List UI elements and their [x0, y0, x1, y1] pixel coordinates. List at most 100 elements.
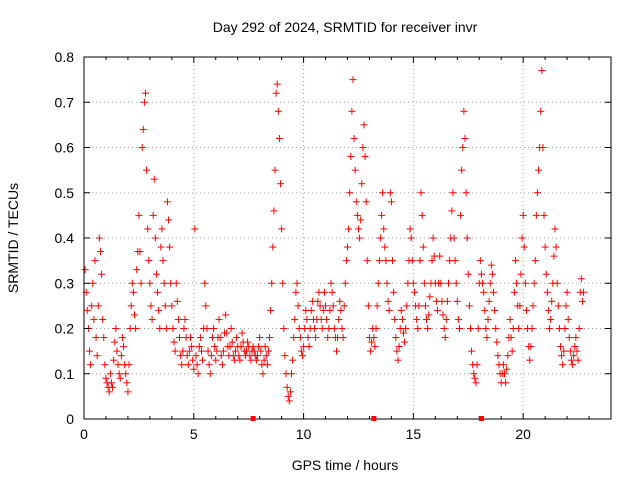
- data-point: [556, 343, 564, 351]
- data-point: [350, 134, 358, 142]
- data-point: [191, 225, 199, 233]
- data-point: [535, 166, 543, 174]
- data-point: [344, 243, 351, 251]
- data-point: [115, 370, 123, 378]
- data-point: [297, 347, 305, 355]
- data-point: [570, 352, 578, 360]
- data-point: [459, 144, 467, 151]
- data-point: [176, 334, 184, 342]
- data-point: [517, 270, 525, 278]
- data-point: [543, 288, 551, 296]
- data-point: [379, 189, 387, 197]
- data-point: [417, 189, 425, 197]
- data-point: [561, 325, 569, 332]
- data-point: [88, 302, 96, 310]
- data-point: [393, 347, 401, 355]
- data-point: [237, 343, 245, 351]
- data-point: [141, 89, 149, 97]
- data-point: [166, 243, 174, 251]
- data-point: [499, 361, 507, 369]
- data-point: [303, 315, 311, 323]
- data-point: [110, 356, 118, 364]
- x-tick-label: 15: [406, 426, 422, 442]
- data-point: [261, 343, 269, 351]
- data-point: [370, 334, 378, 342]
- data-point: [359, 144, 367, 151]
- data-point: [348, 107, 356, 115]
- data-point: [127, 302, 135, 310]
- data-point: [260, 356, 268, 364]
- data-point: [391, 315, 399, 323]
- data-point: [488, 270, 496, 278]
- data-point: [323, 315, 331, 323]
- data-point: [89, 279, 97, 287]
- data-point: [147, 302, 155, 310]
- data-point: [116, 374, 124, 382]
- data-point: [458, 166, 466, 174]
- data-point: [578, 297, 586, 305]
- data-point: [461, 134, 469, 142]
- data-point: [219, 347, 227, 355]
- data-point: [124, 388, 132, 396]
- data-point: [460, 107, 468, 115]
- data-point: [339, 334, 347, 342]
- data-point: [371, 343, 379, 351]
- data-point: [476, 257, 484, 265]
- data-point: [151, 234, 159, 242]
- data-point: [114, 361, 122, 369]
- data-point: [468, 347, 476, 355]
- data-point: [349, 76, 357, 84]
- data-point: [123, 379, 131, 387]
- data-point: [174, 315, 182, 323]
- data-point: [560, 347, 568, 355]
- data-point: [314, 297, 322, 305]
- data-point: [213, 347, 221, 355]
- data-point: [546, 325, 554, 332]
- data-point: [255, 343, 263, 351]
- data-point: [102, 374, 110, 382]
- data-point: [215, 315, 223, 323]
- data-point: [201, 279, 209, 287]
- data-point: [135, 211, 143, 219]
- data-point: [571, 343, 579, 351]
- data-point: [236, 356, 244, 364]
- data-point: [170, 338, 178, 346]
- data-point: [264, 347, 272, 355]
- data-point: [161, 302, 169, 310]
- data-point: [192, 352, 200, 360]
- data-point: [390, 288, 398, 296]
- data-point: [188, 343, 196, 351]
- y-tick-label: 0.3: [55, 275, 75, 291]
- data-point: [203, 325, 211, 332]
- x-tick-label: 10: [296, 426, 312, 442]
- data-point: [284, 392, 292, 400]
- data-point: [399, 329, 407, 337]
- data-point: [416, 257, 424, 265]
- data-point: [296, 334, 304, 342]
- data-point: [353, 211, 361, 219]
- data-point: [563, 288, 571, 296]
- data-point: [401, 338, 409, 346]
- data-point: [406, 225, 414, 233]
- data-point: [451, 257, 459, 265]
- data-point: [111, 338, 119, 346]
- data-point: [109, 383, 117, 391]
- data-point: [312, 334, 320, 342]
- data-point: [541, 243, 549, 251]
- data-point: [195, 343, 203, 351]
- data-point: [484, 315, 492, 323]
- data-point: [347, 153, 355, 161]
- data-point: [333, 347, 341, 355]
- data-point: [305, 343, 313, 351]
- data-point: [415, 302, 423, 310]
- data-point: [481, 306, 489, 314]
- data-point: [354, 225, 362, 233]
- data-point: [375, 257, 383, 265]
- data-point: [136, 248, 144, 256]
- data-point: [572, 334, 580, 342]
- data-point: [387, 198, 395, 206]
- data-point: [550, 252, 558, 260]
- data-point: [472, 379, 480, 387]
- data-point: [386, 189, 394, 197]
